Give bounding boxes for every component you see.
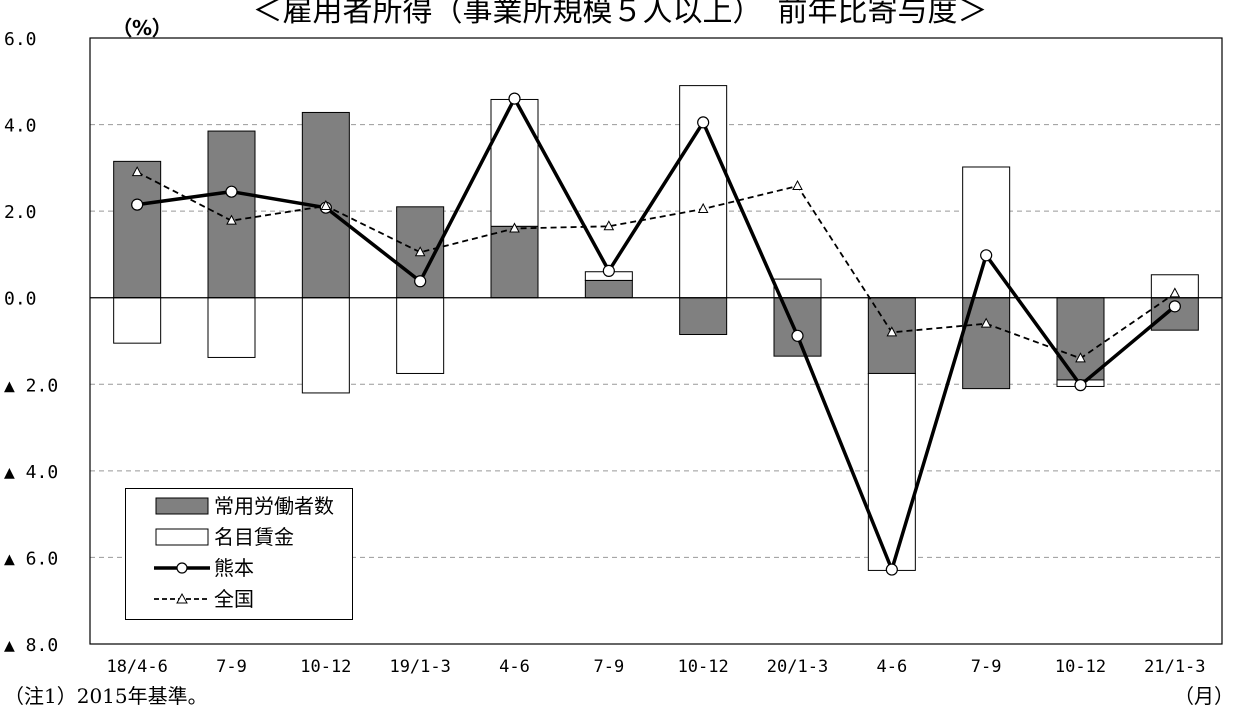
plot-frame [89,37,1223,645]
kumamoto-point [697,116,710,129]
national-point [980,317,992,328]
national-point [603,220,615,231]
legend-key-gray-bar [155,497,209,515]
x-tick-label: 10-12 [1055,657,1106,677]
kumamoto-point [980,249,993,262]
bar [301,297,350,394]
kumamoto-line [136,96,1176,572]
y-tick-label: 2.0 [4,202,37,223]
kumamoto-point [791,329,804,342]
x-tick-label: 4-6 [876,657,907,677]
y-tick-label: ▲ 8.0 [4,635,58,656]
legend-key-dashed-line [154,592,210,604]
y-tick-label: 0.0 [4,289,37,310]
x-tick-label: 10-12 [300,657,351,677]
y-tick-label: 4.0 [4,116,37,137]
legend-label: 名目賃金 [214,525,294,549]
chart-title: ＜雇用者所得（事業所規模５人以上） 前年比寄与度＞ [252,0,988,29]
kumamoto-point [1074,379,1087,392]
y-tick-label: ▲ 6.0 [4,548,58,569]
bar [773,297,822,357]
x-tick-label: 20/1-3 [767,657,828,677]
y-axis-unit-label: （%） [112,16,173,40]
bar [396,297,445,374]
national-point [226,214,237,225]
kumamoto-point [225,185,238,198]
x-tick-label: 7-9 [216,657,247,677]
y-tick-label: ▲ 2.0 [4,375,58,396]
national-point [697,202,709,213]
national-line [136,171,1176,360]
national-point [320,199,332,210]
national-point [509,222,520,233]
legend-label: 熊本 [214,556,254,580]
kumamoto-point [885,563,898,576]
x-axis-unit-label: （月） [1174,684,1234,708]
kumamoto-point [1168,300,1181,313]
bar [113,160,162,299]
national-point [414,246,426,257]
y-tick-label: ▲ 4.0 [4,462,58,483]
legend-label: 全国 [214,587,254,611]
kumamoto-point [602,264,615,277]
kumamoto-point [414,275,427,288]
bar [867,372,916,571]
x-tick-label: 19/1-3 [389,657,450,677]
bar [207,297,256,358]
legend-key-white-bar [155,528,209,546]
national-point [1169,287,1181,298]
bar [490,98,539,227]
x-tick-label: 4-6 [499,657,530,677]
bar [490,225,539,299]
x-tick-label: 7-9 [971,657,1002,677]
national-point [886,326,898,337]
legend-label: 常用労働者数 [214,494,334,518]
national-point [131,166,143,177]
bar [1056,297,1105,381]
x-tick-label: 7-9 [593,657,624,677]
kumamoto-point [508,92,521,105]
x-tick-label: 10-12 [678,657,729,677]
footnote: （注1）2015年基準。 [4,684,208,708]
chart-legend: 常用労働者数 名目賃金 熊本 全国 [125,488,353,620]
national-point [792,179,803,191]
national-point [1075,352,1086,363]
bar [207,130,256,299]
x-tick-label: 21/1-3 [1144,657,1205,677]
bar [113,297,162,344]
legend-key-solid-line [154,562,210,574]
y-tick-label: 6.0 [4,29,37,50]
bar [584,279,633,299]
bar [679,297,728,336]
x-tick-label: 18/4-6 [106,657,167,677]
kumamoto-point [131,198,144,211]
